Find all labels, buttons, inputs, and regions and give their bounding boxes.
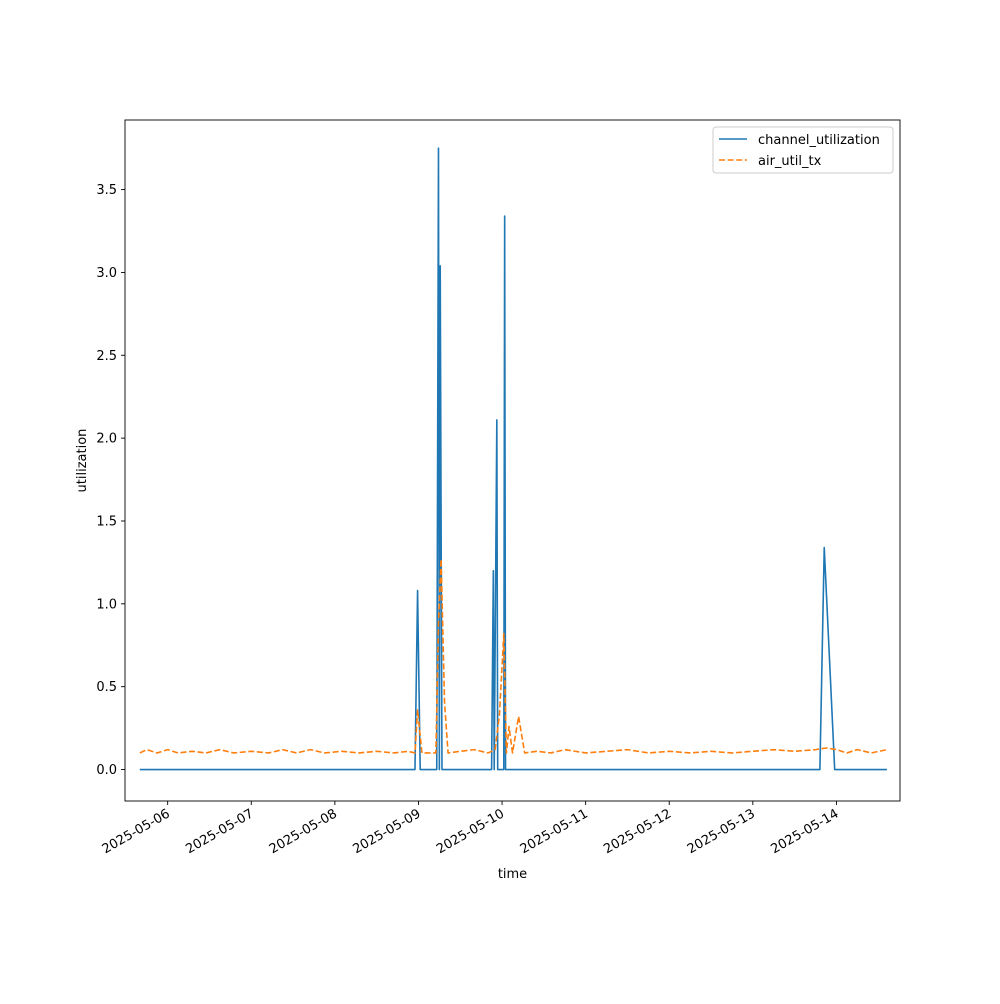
y-axis-label: utilization	[75, 429, 90, 493]
series-line-air-util-tx	[139, 558, 888, 754]
legend: channel_utilization air_util_tx	[712, 126, 894, 174]
x-tick-label: 2025-05-10	[434, 806, 507, 857]
y-tick-label: 3.0	[96, 266, 117, 281]
y-tick-label: 1.0	[96, 597, 117, 612]
x-tick-label: 2025-05-13	[685, 806, 758, 857]
x-tick-label: 2025-05-12	[601, 806, 674, 857]
plot-area-frame	[124, 119, 901, 802]
y-tick-label: 2.0	[96, 432, 117, 447]
legend-label: air_util_tx	[758, 154, 822, 169]
y-tick-label: 1.5	[96, 514, 117, 529]
x-axis-label: time	[498, 867, 527, 882]
x-tick-label: 2025-05-11	[518, 806, 591, 857]
series-line-channel-utilization	[139, 147, 887, 771]
x-tick-label: 2025-05-09	[351, 806, 424, 857]
plot-lines	[139, 147, 888, 771]
x-axis: 2025-05-06 2025-05-07 2025-05-08 2025-05-09…	[100, 801, 841, 857]
legend-label: channel_utilization	[758, 133, 880, 148]
x-tick-label: 2025-05-14	[768, 806, 841, 857]
y-tick-label: 2.5	[96, 349, 117, 364]
axes-frame	[124, 119, 901, 802]
x-tick-label: 2025-05-06	[100, 806, 173, 857]
x-tick-label: 2025-05-08	[267, 806, 340, 857]
x-tick-label: 2025-05-07	[183, 806, 256, 857]
legend-box	[712, 126, 894, 174]
y-tick-label: 0.0	[96, 763, 117, 778]
y-tick-label: 3.5	[96, 183, 117, 198]
y-axis: 0.0 0.5 1.0 1.5 2.0 2.5 3.0 3.5	[96, 183, 125, 778]
y-tick-label: 0.5	[96, 680, 117, 695]
